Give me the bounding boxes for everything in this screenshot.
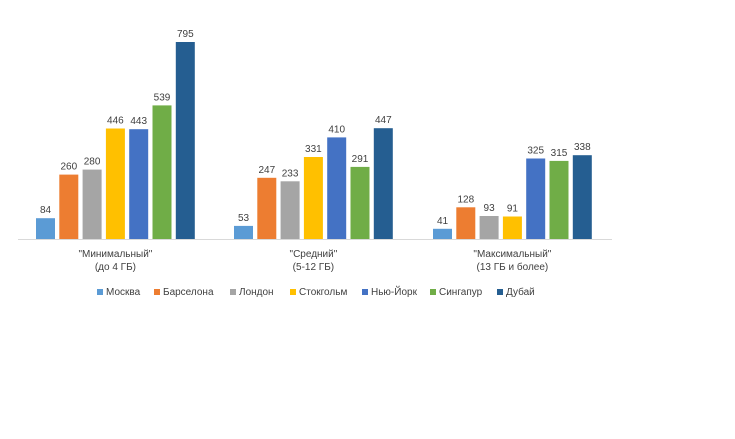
- bar: [502, 216, 522, 239]
- bar: [280, 181, 300, 239]
- legend-item: Лондон: [230, 287, 274, 298]
- legend-item: Сингапур: [430, 287, 483, 298]
- data-label: 446: [107, 116, 124, 127]
- data-label: 410: [328, 124, 345, 135]
- data-label: 443: [130, 116, 147, 127]
- legend-swatch: [497, 289, 503, 295]
- bar: [433, 228, 452, 239]
- data-label: 315: [551, 148, 568, 159]
- data-label: 795: [177, 29, 194, 40]
- data-label: 539: [154, 92, 171, 103]
- data-label: 325: [527, 146, 544, 157]
- legend-swatch: [230, 289, 236, 295]
- bar: [526, 158, 546, 239]
- data-label: 84: [40, 205, 52, 216]
- bar: [373, 128, 393, 239]
- bar: [257, 177, 277, 239]
- data-label: 338: [574, 142, 591, 153]
- legend-swatch: [97, 289, 103, 295]
- category-label: (до 4 ГБ): [95, 262, 136, 273]
- legend-swatch: [430, 289, 436, 295]
- bar: [350, 166, 370, 239]
- bar: [234, 225, 253, 239]
- plot-background: [0, 0, 628, 308]
- category-label: "Средний": [290, 249, 338, 260]
- data-label: 291: [352, 154, 369, 165]
- legend-item: Стокгольм: [290, 287, 347, 298]
- bar: [82, 169, 102, 239]
- legend-item: Москва: [97, 287, 141, 298]
- bar: [59, 174, 79, 239]
- bar: [549, 160, 569, 239]
- bar: [572, 155, 592, 239]
- legend-swatch: [154, 289, 160, 295]
- bar: [36, 218, 55, 239]
- data-label: 128: [457, 194, 474, 205]
- bar: [456, 207, 476, 239]
- legend-label: Нью-Йорк: [371, 285, 418, 298]
- legend-swatch: [362, 289, 368, 295]
- category-label: (13 ГБ и более): [477, 261, 549, 273]
- bar: [129, 129, 149, 239]
- legend-label: Стокгольм: [299, 287, 347, 298]
- data-label: 53: [238, 213, 250, 224]
- bar: [327, 137, 347, 239]
- data-label: 247: [258, 165, 275, 176]
- bar: [105, 128, 125, 239]
- legend-item: Дубай: [497, 286, 535, 298]
- legend: Москва Барселона Лондон Стокгольм Нью-Йорк Си…: [97, 285, 535, 298]
- legend-label: Барселона: [163, 287, 214, 298]
- bar: [303, 157, 323, 239]
- legend-item: Барселона: [154, 287, 214, 298]
- data-label: 447: [375, 115, 392, 126]
- category-label: (5-12 ГБ): [293, 262, 334, 273]
- category-label: "Минимальный": [78, 249, 152, 260]
- bar: [152, 105, 172, 240]
- category-label: "Максимальный": [473, 249, 551, 260]
- data-label: 91: [507, 204, 519, 215]
- data-label: 260: [60, 162, 77, 173]
- legend-label: Сингапур: [439, 287, 483, 298]
- legend-label: Москва: [106, 287, 141, 298]
- bars-group: 84 260 280 446 443 539 795 53 247 233 331 410 291 447…: [36, 29, 592, 240]
- legend-label: Дубай: [506, 286, 535, 298]
- data-label: 233: [282, 168, 299, 179]
- bar: [479, 216, 499, 239]
- category-labels: "Минимальный" (до 4 ГБ) "Средний" (5-12 ГБ)…: [78, 249, 551, 273]
- legend-swatch: [290, 289, 296, 295]
- legend-item: Нью-Йорк: [362, 285, 418, 298]
- data-label: 93: [484, 203, 496, 214]
- bar: [175, 42, 195, 239]
- data-label: 331: [305, 144, 322, 155]
- legend-label: Лондон: [239, 287, 274, 298]
- data-label: 41: [437, 216, 449, 227]
- data-label: 280: [84, 157, 101, 168]
